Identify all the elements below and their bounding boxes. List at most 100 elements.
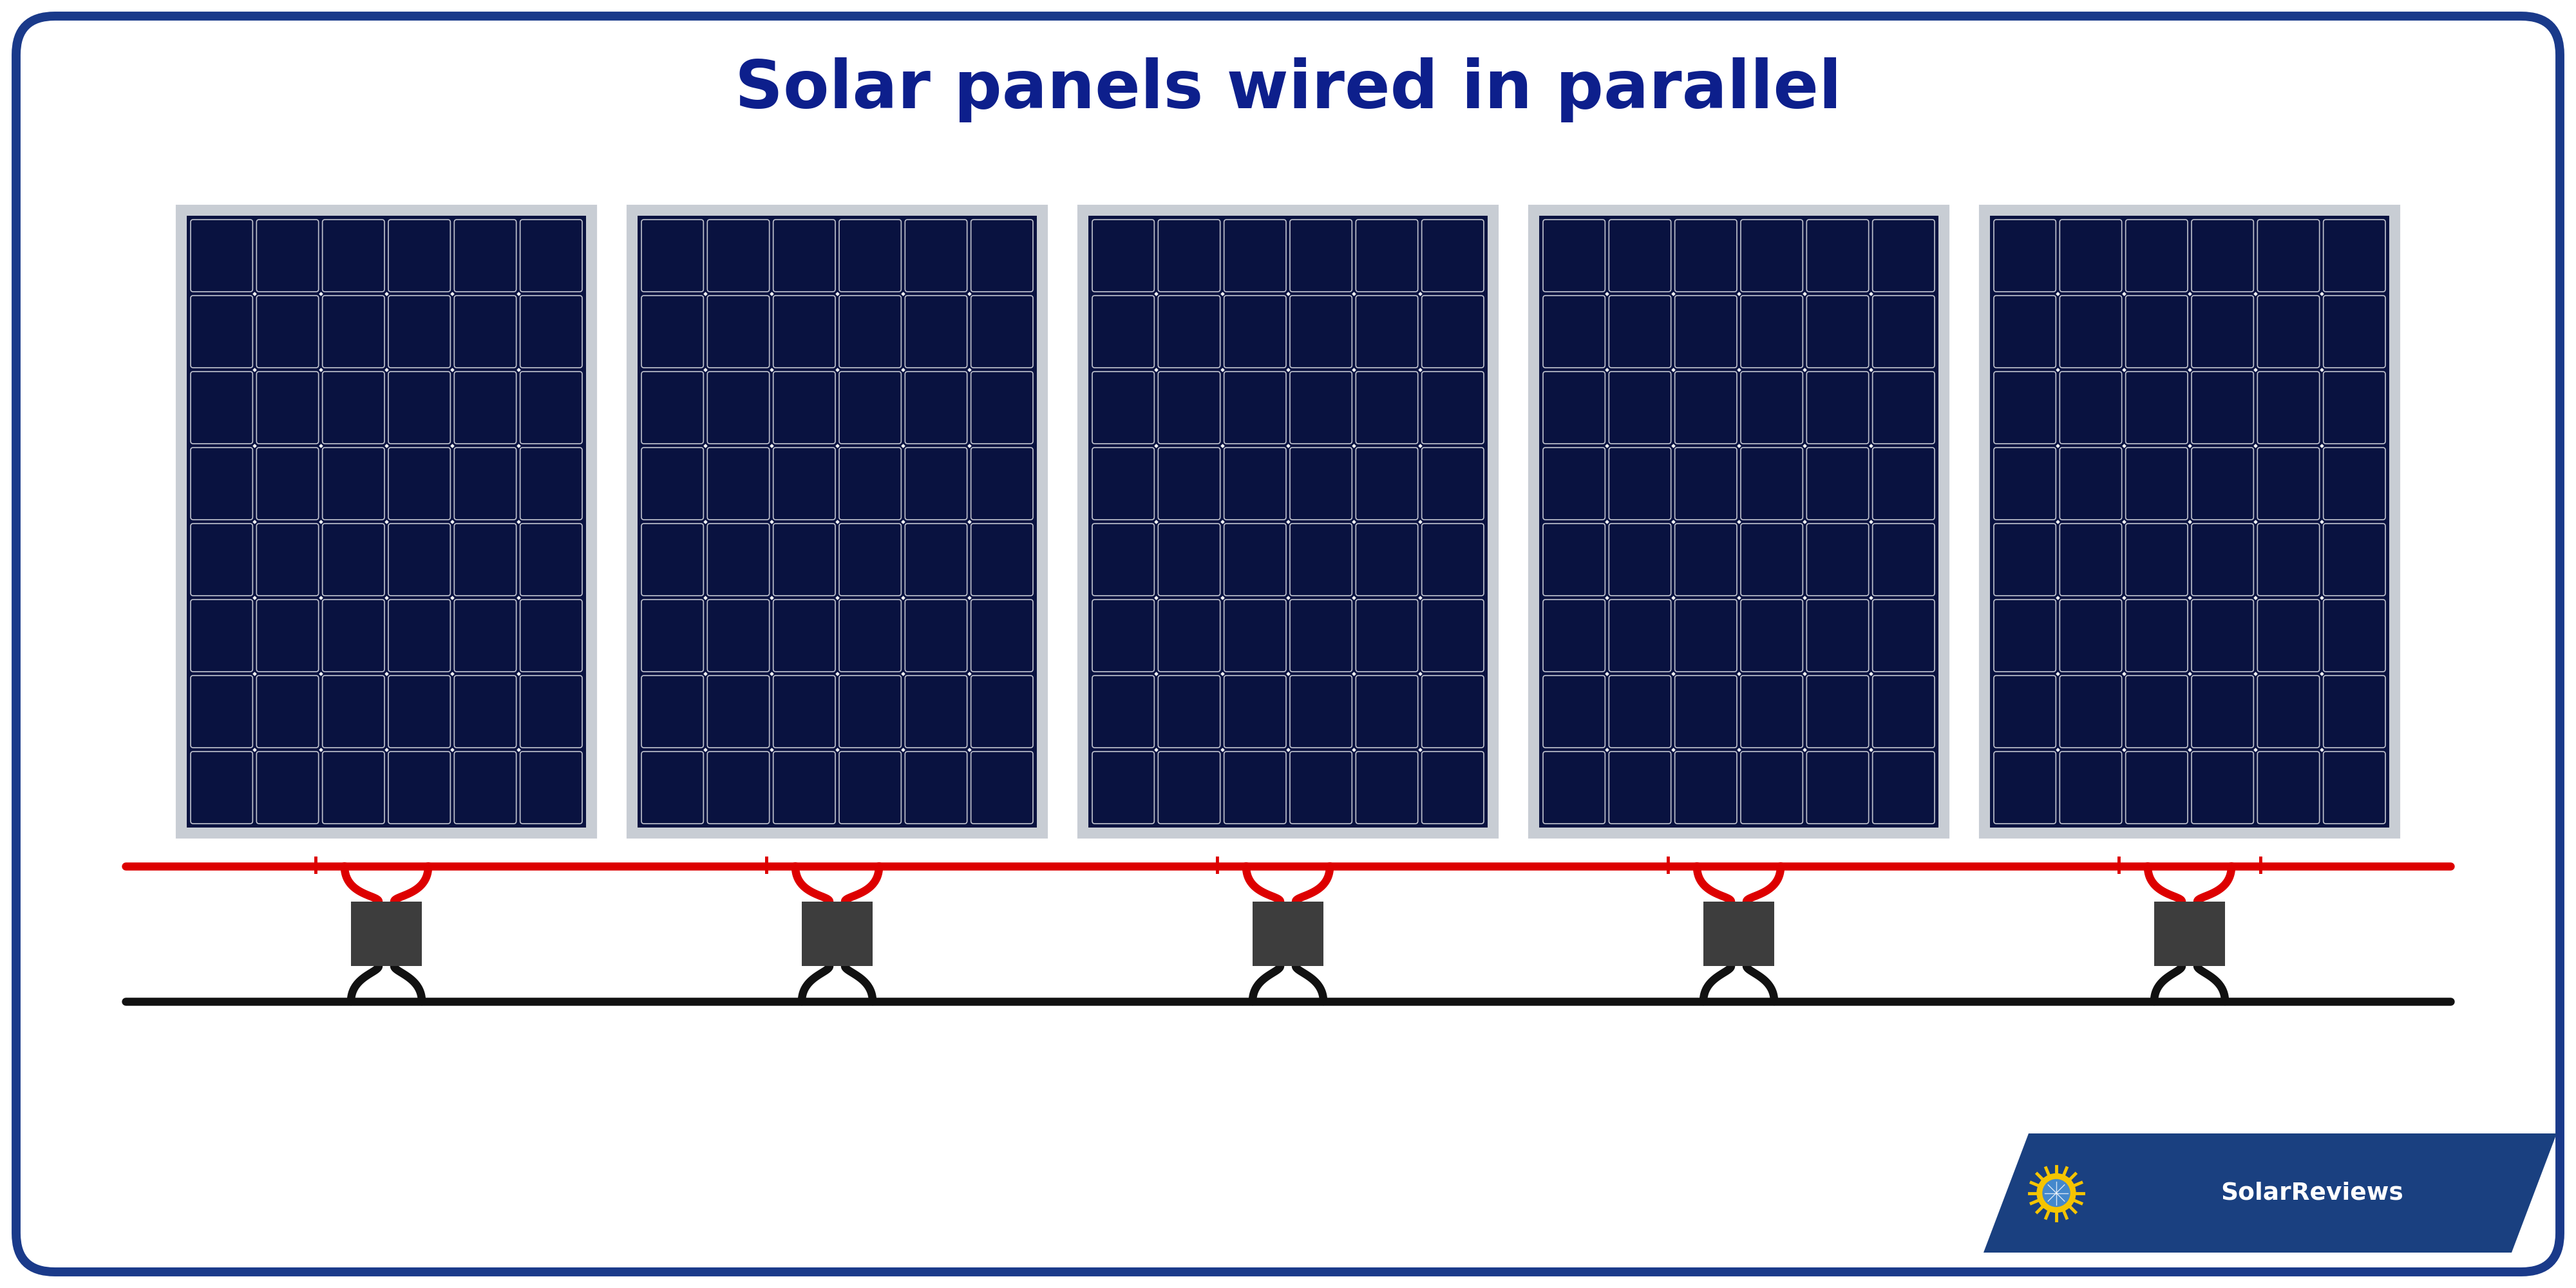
FancyBboxPatch shape xyxy=(1092,296,1154,368)
FancyBboxPatch shape xyxy=(971,448,1033,519)
FancyBboxPatch shape xyxy=(453,219,515,291)
FancyBboxPatch shape xyxy=(1422,675,1484,747)
Bar xyxy=(1252,902,1324,966)
FancyBboxPatch shape xyxy=(453,752,515,824)
FancyBboxPatch shape xyxy=(2192,448,2254,519)
FancyBboxPatch shape xyxy=(1674,296,1736,368)
FancyBboxPatch shape xyxy=(389,752,451,824)
FancyBboxPatch shape xyxy=(1873,371,1935,443)
FancyBboxPatch shape xyxy=(1087,216,1489,828)
FancyBboxPatch shape xyxy=(2257,296,2318,368)
FancyBboxPatch shape xyxy=(258,599,319,672)
FancyBboxPatch shape xyxy=(1159,752,1221,824)
FancyBboxPatch shape xyxy=(2257,752,2318,824)
FancyBboxPatch shape xyxy=(773,371,835,443)
FancyBboxPatch shape xyxy=(708,219,770,291)
FancyBboxPatch shape xyxy=(840,296,902,368)
FancyBboxPatch shape xyxy=(1994,675,2056,747)
FancyBboxPatch shape xyxy=(840,599,902,672)
FancyBboxPatch shape xyxy=(1543,675,1605,747)
FancyBboxPatch shape xyxy=(191,219,252,291)
FancyBboxPatch shape xyxy=(258,523,319,595)
FancyBboxPatch shape xyxy=(971,599,1033,672)
FancyBboxPatch shape xyxy=(1092,599,1154,672)
FancyBboxPatch shape xyxy=(1291,371,1352,443)
FancyBboxPatch shape xyxy=(1422,371,1484,443)
FancyBboxPatch shape xyxy=(191,371,252,443)
FancyBboxPatch shape xyxy=(1092,371,1154,443)
FancyBboxPatch shape xyxy=(322,599,384,672)
FancyBboxPatch shape xyxy=(1355,371,1417,443)
Text: +: + xyxy=(755,853,778,880)
FancyBboxPatch shape xyxy=(2192,752,2254,824)
FancyBboxPatch shape xyxy=(2257,599,2318,672)
Polygon shape xyxy=(1984,1133,2558,1252)
FancyBboxPatch shape xyxy=(1873,219,1935,291)
FancyBboxPatch shape xyxy=(2125,752,2187,824)
FancyBboxPatch shape xyxy=(1224,752,1285,824)
FancyBboxPatch shape xyxy=(904,675,966,747)
FancyBboxPatch shape xyxy=(1610,523,1672,595)
Text: SolarReviews: SolarReviews xyxy=(2221,1181,2403,1204)
FancyBboxPatch shape xyxy=(389,448,451,519)
FancyBboxPatch shape xyxy=(904,599,966,672)
FancyBboxPatch shape xyxy=(904,523,966,595)
FancyBboxPatch shape xyxy=(708,599,770,672)
FancyBboxPatch shape xyxy=(453,523,515,595)
FancyBboxPatch shape xyxy=(1422,599,1484,672)
FancyBboxPatch shape xyxy=(1355,448,1417,519)
FancyBboxPatch shape xyxy=(2324,219,2385,291)
FancyBboxPatch shape xyxy=(1610,296,1672,368)
FancyBboxPatch shape xyxy=(2192,675,2254,747)
Circle shape xyxy=(2043,1180,2071,1207)
FancyBboxPatch shape xyxy=(2257,675,2318,747)
FancyBboxPatch shape xyxy=(1291,296,1352,368)
FancyBboxPatch shape xyxy=(1806,599,1868,672)
FancyBboxPatch shape xyxy=(520,296,582,368)
FancyBboxPatch shape xyxy=(1994,219,2056,291)
FancyBboxPatch shape xyxy=(1610,752,1672,824)
FancyBboxPatch shape xyxy=(1422,448,1484,519)
Text: +: + xyxy=(304,853,327,880)
FancyBboxPatch shape xyxy=(971,371,1033,443)
FancyBboxPatch shape xyxy=(1422,523,1484,595)
FancyBboxPatch shape xyxy=(322,371,384,443)
FancyBboxPatch shape xyxy=(191,675,252,747)
FancyBboxPatch shape xyxy=(2125,296,2187,368)
FancyBboxPatch shape xyxy=(2061,296,2123,368)
FancyBboxPatch shape xyxy=(1994,523,2056,595)
FancyBboxPatch shape xyxy=(1806,752,1868,824)
FancyBboxPatch shape xyxy=(1543,371,1605,443)
FancyBboxPatch shape xyxy=(641,371,703,443)
FancyBboxPatch shape xyxy=(773,219,835,291)
FancyBboxPatch shape xyxy=(1806,523,1868,595)
FancyBboxPatch shape xyxy=(971,296,1033,368)
Text: +: + xyxy=(2107,853,2130,880)
FancyBboxPatch shape xyxy=(2192,523,2254,595)
FancyBboxPatch shape xyxy=(389,219,451,291)
FancyBboxPatch shape xyxy=(971,219,1033,291)
FancyBboxPatch shape xyxy=(1224,371,1285,443)
FancyBboxPatch shape xyxy=(1422,752,1484,824)
FancyBboxPatch shape xyxy=(639,216,1038,828)
FancyBboxPatch shape xyxy=(840,752,902,824)
FancyBboxPatch shape xyxy=(2061,752,2123,824)
FancyBboxPatch shape xyxy=(2125,523,2187,595)
FancyBboxPatch shape xyxy=(708,296,770,368)
FancyBboxPatch shape xyxy=(322,219,384,291)
FancyBboxPatch shape xyxy=(1741,523,1803,595)
FancyBboxPatch shape xyxy=(840,523,902,595)
FancyBboxPatch shape xyxy=(2125,371,2187,443)
FancyBboxPatch shape xyxy=(629,206,1046,837)
FancyBboxPatch shape xyxy=(2324,371,2385,443)
FancyBboxPatch shape xyxy=(840,675,902,747)
FancyBboxPatch shape xyxy=(1159,371,1221,443)
FancyBboxPatch shape xyxy=(2324,752,2385,824)
FancyBboxPatch shape xyxy=(520,448,582,519)
FancyBboxPatch shape xyxy=(389,599,451,672)
FancyBboxPatch shape xyxy=(1806,675,1868,747)
FancyBboxPatch shape xyxy=(1543,752,1605,824)
FancyBboxPatch shape xyxy=(2257,448,2318,519)
FancyBboxPatch shape xyxy=(453,371,515,443)
FancyBboxPatch shape xyxy=(2125,448,2187,519)
